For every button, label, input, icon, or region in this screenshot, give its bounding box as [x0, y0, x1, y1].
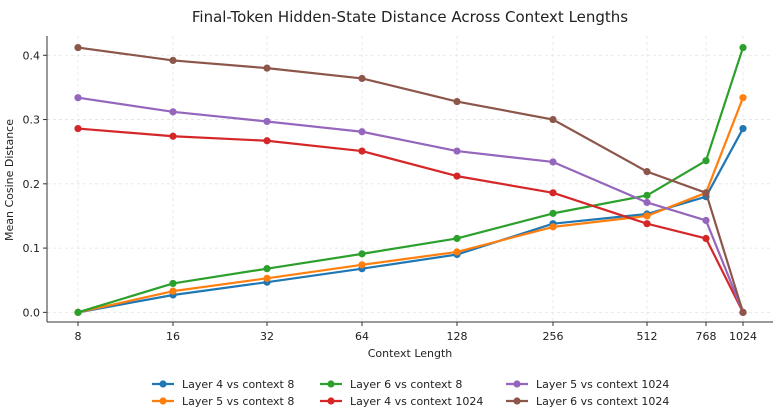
x-tick-label: 64 [355, 330, 369, 343]
data-point [358, 147, 366, 155]
data-point [169, 279, 177, 288]
data-point [453, 248, 461, 256]
x-tick-label: 32 [260, 330, 274, 343]
grid [47, 36, 773, 322]
legend-item: Layer 4 vs context 8 [152, 378, 294, 391]
data-point [358, 261, 366, 269]
data-point [169, 108, 177, 116]
data-point [702, 234, 710, 243]
data-point [169, 132, 177, 140]
x-tick-label: 128 [447, 330, 468, 343]
data-point [702, 189, 710, 197]
legend-item: Layer 5 vs context 8 [152, 395, 294, 408]
data-point [643, 191, 651, 199]
series-line [77, 47, 745, 314]
legend-swatch-marker [327, 397, 335, 405]
series-line [77, 97, 745, 314]
series-line [77, 127, 744, 313]
data-point [358, 74, 366, 83]
legend-item: Layer 5 vs context 1024 [506, 378, 669, 391]
x-tick-label: 256 [543, 330, 564, 343]
data-point [739, 308, 747, 316]
data-point [643, 212, 651, 220]
legend-label: Layer 6 vs context 8 [350, 378, 462, 391]
data-point [74, 124, 82, 133]
legend-swatch-marker [513, 380, 521, 388]
legend-label: Layer 5 vs context 1024 [536, 378, 669, 391]
x-tick-label: 1024 [729, 330, 757, 343]
data-point [263, 64, 271, 72]
legend-item: Layer 4 vs context 1024 [320, 395, 483, 408]
data-point [643, 168, 651, 176]
legend: Layer 4 vs context 8 Layer 5 vs context 8… [152, 378, 669, 408]
data-point [263, 265, 271, 273]
data-point [739, 124, 747, 133]
data-point [263, 117, 271, 126]
legend-item: Layer 6 vs context 8 [320, 378, 462, 391]
data-point [453, 147, 461, 155]
data-point [549, 189, 557, 197]
data-point [453, 172, 461, 180]
series-4 [74, 124, 747, 316]
legend-label: Layer 6 vs context 1024 [536, 395, 669, 408]
data-point [358, 250, 366, 258]
data-point [549, 158, 557, 166]
data-point [549, 223, 557, 231]
y-tick-label: 0.3 [23, 114, 41, 127]
legend-swatch-marker [159, 380, 167, 388]
data-point [643, 198, 651, 207]
x-tick-label: 768 [696, 330, 717, 343]
data-point [702, 216, 710, 225]
data-point [74, 43, 82, 52]
data-point [169, 287, 177, 295]
y-tick-label: 0.1 [23, 242, 41, 255]
x-tick-label: 512 [637, 330, 658, 343]
data-point [263, 274, 271, 282]
series-3 [74, 43, 747, 316]
chart-title: Final-Token Hidden-State Distance Across… [192, 8, 628, 26]
series-6 [74, 43, 747, 316]
series-line [77, 46, 745, 313]
data-point [263, 137, 271, 145]
data-point [739, 94, 747, 102]
legend-swatch-marker [513, 397, 521, 405]
legend-label: Layer 4 vs context 1024 [350, 395, 483, 408]
data-point [739, 43, 747, 52]
data-point [74, 308, 82, 316]
y-axis-label: Mean Cosine Distance [3, 119, 16, 241]
series-5 [74, 94, 747, 316]
data-point [169, 56, 177, 65]
legend-swatch-marker [327, 380, 335, 388]
legend-label: Layer 4 vs context 8 [182, 378, 294, 391]
data-point [453, 234, 461, 243]
series [74, 43, 747, 316]
x-axis-label: Context Length [368, 347, 453, 360]
series-line [77, 96, 745, 313]
legend-item: Layer 6 vs context 1024 [506, 395, 669, 408]
ticks: 0.0 0.1 0.2 0.3 0.4 8 16 32 64 128 256 512 768 1024 [23, 49, 758, 343]
data-point [549, 209, 557, 217]
y-tick-label: 0.0 [23, 306, 41, 319]
x-tick-label: 8 [75, 330, 82, 343]
y-tick-label: 0.2 [23, 178, 41, 191]
data-point [702, 157, 710, 165]
x-tick-label: 16 [166, 330, 180, 343]
legend-label: Layer 5 vs context 8 [182, 395, 294, 408]
data-point [74, 94, 82, 102]
data-point [549, 115, 557, 124]
data-point [453, 97, 461, 106]
data-point [358, 128, 366, 136]
legend-swatch-marker [159, 397, 167, 405]
series-line [77, 128, 744, 314]
data-point [643, 220, 651, 228]
y-tick-label: 0.4 [23, 49, 41, 62]
